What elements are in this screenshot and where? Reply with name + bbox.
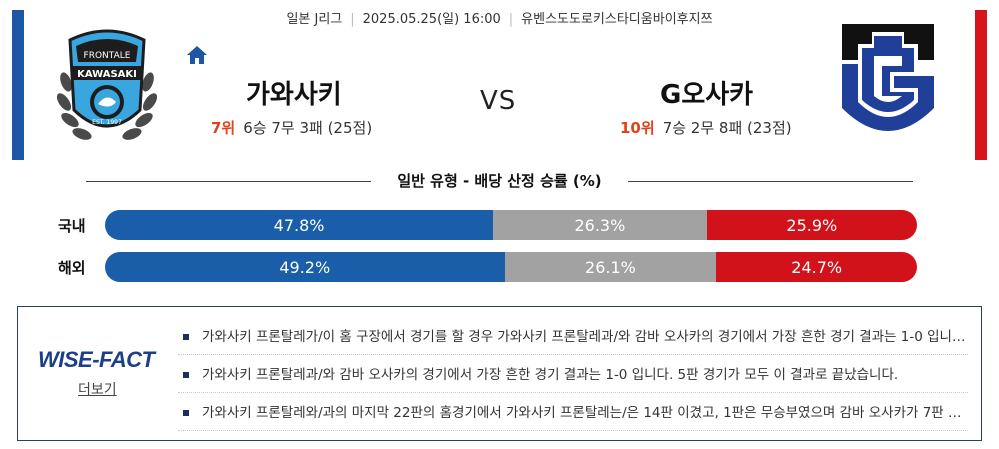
section-divider bbox=[628, 181, 913, 182]
logo-text-est: EST. 1997 bbox=[92, 119, 122, 126]
away-win-segment: 24.7% bbox=[716, 252, 917, 282]
overseas-label: 해외 bbox=[58, 259, 86, 277]
fact-text: 가와사키 프론탈레와/과의 마지막 22판의 홈경기에서 가와사키 프론탈레는/… bbox=[202, 405, 968, 421]
fact-item[interactable]: 가와사키 프론탈레과/와 감바 오사카의 경기에서 가장 흔한 경기 결과는 1… bbox=[178, 355, 968, 393]
home-team-logo: FRONTALE KAWASAKI EST. 1997 bbox=[56, 29, 158, 140]
wise-fact-panel: WISE-FACT 더보기 가와사키 프론탈레가/이 홈 구장에서 경기를 할 … bbox=[17, 306, 982, 441]
domestic-label: 국내 bbox=[58, 217, 86, 235]
fact-item[interactable]: 가와사키 프론탈레가/이 홈 구장에서 경기를 할 경우 가와사키 프론탈레과/… bbox=[178, 317, 968, 355]
home-win-segment: 49.2% bbox=[105, 252, 505, 282]
draw-segment: 26.3% bbox=[493, 210, 707, 240]
section-title: 일반 유형 - 배당 산정 승률 (%) bbox=[397, 172, 602, 190]
away-team-logo bbox=[842, 24, 934, 131]
logo-text-top: FRONTALE bbox=[84, 51, 131, 61]
vs-label: VS bbox=[480, 86, 517, 116]
venue-label: 유벤스도도로키스타디움바이후지쯔 bbox=[521, 12, 713, 27]
domestic-odds-bar: 47.8% 26.3% 25.9% bbox=[105, 210, 917, 240]
home-color-bar bbox=[12, 10, 24, 160]
home-record-text: 6승 7무 3패 (25점) bbox=[243, 119, 373, 137]
fact-list: 가와사키 프론탈레가/이 홈 구장에서 경기를 할 경우 가와사키 프론탈레과/… bbox=[178, 317, 968, 431]
match-meta: 일본 J리그 | 2025.05.25(일) 16:00 | 유벤스도도로키스타디움바이… bbox=[0, 8, 999, 27]
bullet-icon bbox=[183, 410, 189, 416]
more-link[interactable]: 더보기 bbox=[78, 382, 117, 398]
league-label: 일본 J리그 bbox=[286, 12, 343, 27]
away-rank: 10위 bbox=[620, 119, 655, 137]
away-win-segment: 25.9% bbox=[706, 210, 917, 240]
section-divider bbox=[86, 181, 371, 182]
match-datetime: 2025.05.25(일) 16:00 bbox=[362, 12, 501, 27]
bullet-icon bbox=[183, 372, 189, 378]
logo-text-main: KAWASAKI bbox=[77, 69, 137, 80]
meta-separator: | bbox=[508, 12, 514, 27]
meta-separator: | bbox=[350, 12, 355, 27]
bullet-icon bbox=[183, 334, 189, 340]
draw-segment: 26.1% bbox=[504, 252, 717, 282]
home-record: 7위 6승 7무 3패 (25점) bbox=[211, 117, 372, 138]
away-record: 10위 7승 2무 8패 (23점) bbox=[620, 117, 792, 138]
overseas-odds-bar: 49.2% 26.1% 24.7% bbox=[105, 252, 917, 282]
fact-text: 가와사키 프론탈레과/와 감바 오사카의 경기에서 가장 흔한 경기 결과는 1… bbox=[202, 367, 899, 383]
home-icon[interactable] bbox=[186, 44, 208, 66]
fact-item[interactable]: 가와사키 프론탈레와/과의 마지막 22판의 홈경기에서 가와사키 프론탈레는/… bbox=[178, 393, 968, 431]
home-win-segment: 47.8% bbox=[105, 210, 494, 240]
home-team-name[interactable]: 가와사키 bbox=[246, 80, 342, 110]
away-record-text: 7승 2무 8패 (23점) bbox=[662, 119, 792, 137]
home-rank: 7위 bbox=[211, 119, 236, 137]
away-color-bar bbox=[975, 10, 987, 160]
away-team-name[interactable]: G오사카 bbox=[660, 80, 754, 110]
fact-text: 가와사키 프론탈레가/이 홈 구장에서 경기를 할 경우 가와사키 프론탈레과/… bbox=[202, 329, 968, 345]
wise-fact-logo: WISE-FACT bbox=[38, 347, 155, 372]
